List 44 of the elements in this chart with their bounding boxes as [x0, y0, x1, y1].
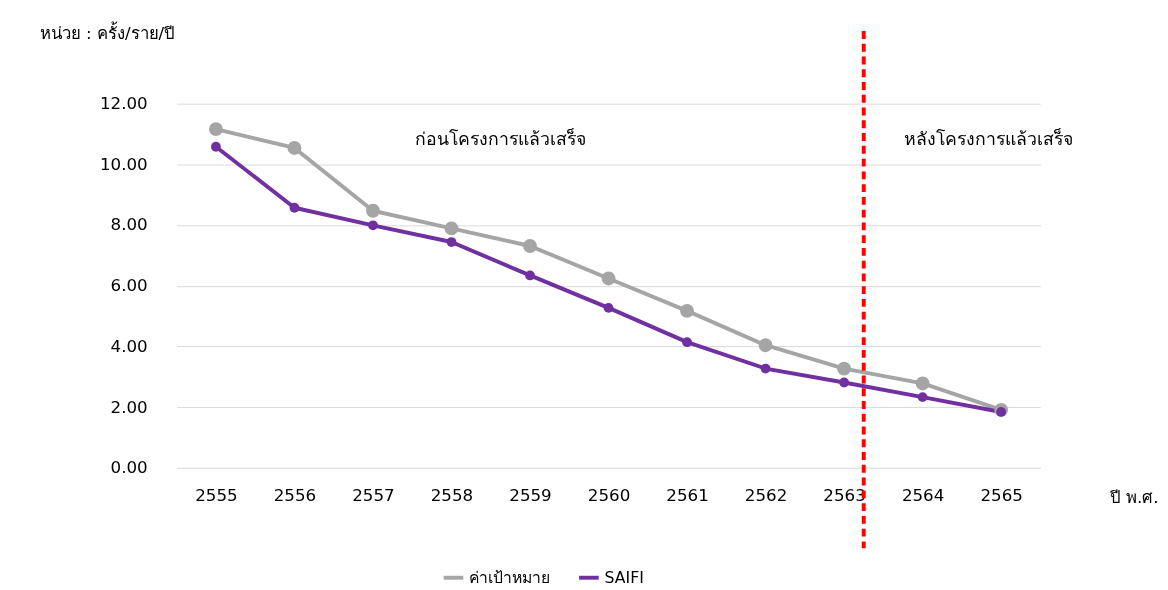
legend-label: ค่าเป้าหมาย	[469, 567, 551, 587]
x-axis-title: ปี พ.ศ.	[1108, 487, 1159, 507]
x-tick-label: 2559	[509, 485, 552, 505]
y-tick-label: 0.00	[110, 458, 148, 478]
point	[996, 407, 1007, 417]
y-tick-label: 12.00	[99, 94, 148, 114]
point	[758, 338, 773, 353]
y-axis-title: หน่วย : ครั้ง/ราย/ปี	[39, 21, 176, 44]
point	[603, 302, 614, 313]
y-tick-label: 8.00	[110, 215, 148, 235]
point	[682, 337, 692, 348]
annotation: หลังโครงการแล้วเสร็จ	[904, 127, 1074, 149]
point	[601, 271, 616, 286]
point	[289, 202, 300, 213]
point	[444, 221, 459, 236]
x-tick-label: 2557	[352, 485, 395, 505]
x-tick-label: 2564	[901, 485, 945, 505]
y-tick-label: 6.00	[110, 276, 148, 296]
point	[839, 377, 850, 388]
point	[680, 303, 694, 318]
x-tick-label: 2558	[430, 485, 474, 505]
point	[760, 363, 771, 374]
legend-label: SAIFI	[604, 567, 644, 587]
point	[446, 237, 457, 247]
x-tick-label: 2561	[666, 485, 709, 505]
y-tick-label: 2.00	[110, 397, 148, 417]
point	[368, 220, 378, 231]
point	[917, 392, 928, 402]
x-tick-label: 2562	[744, 485, 788, 505]
point	[837, 361, 852, 376]
x-tick-label: 2560	[587, 485, 631, 505]
point	[208, 122, 223, 137]
point	[915, 376, 930, 391]
point	[525, 270, 535, 281]
x-tick-label: 2565	[980, 485, 1023, 505]
x-tick-label: 2556	[273, 485, 317, 505]
y-tick-label: 4.00	[110, 336, 148, 356]
y-tick-label: 10.00	[99, 154, 148, 174]
x-tick-label: 2555	[195, 485, 238, 505]
annotation: ก่อนโครงการแล้วเสร็จ	[415, 127, 587, 149]
point	[523, 239, 537, 253]
point	[211, 141, 221, 152]
point	[366, 203, 380, 218]
point	[287, 141, 302, 155]
